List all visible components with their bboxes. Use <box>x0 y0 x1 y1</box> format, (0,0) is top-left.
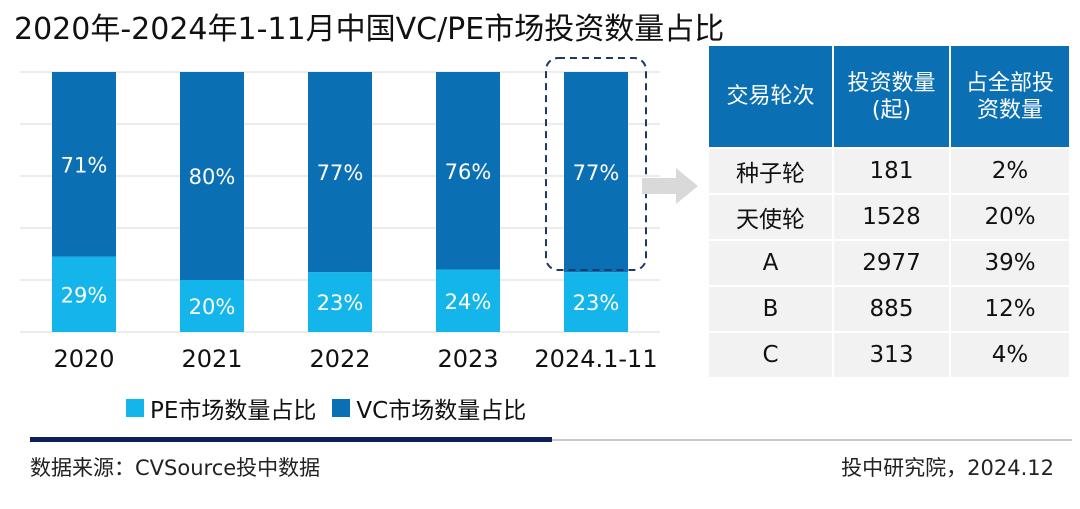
data-label-vc: 77% <box>573 161 620 185</box>
cell-round: C <box>707 331 834 379</box>
header-share-line1: 占全部投 <box>965 70 1054 96</box>
bar-pe <box>308 272 372 332</box>
bar-vc <box>564 72 628 273</box>
data-label-vc: 80% <box>189 165 236 189</box>
data-label-pe: 23% <box>573 291 620 315</box>
bar-vc <box>436 72 500 270</box>
data-label-vc: 71% <box>61 153 108 177</box>
cell-count: 181 <box>832 147 951 195</box>
header-share: 占全部投 资数量 <box>949 46 1071 148</box>
table-row: A 2977 39% <box>707 239 1071 287</box>
cell-share: 4% <box>949 331 1071 379</box>
cell-share: 12% <box>949 285 1071 333</box>
header-count-line1: 投资数量 <box>847 70 936 96</box>
bar-vc <box>180 72 244 280</box>
data-label-pe: 29% <box>61 283 108 307</box>
footer-rule-light <box>552 439 1072 441</box>
bar-pe <box>436 269 500 332</box>
cell-share: 20% <box>949 193 1071 241</box>
x-tick-label: 2020 <box>53 345 114 373</box>
data-label-vc: 76% <box>445 160 492 184</box>
cell-round: B <box>707 285 834 333</box>
data-label-vc: 77% <box>317 161 364 185</box>
x-tick-label: 2024.1-11 <box>534 345 657 373</box>
data-label-pe: 23% <box>317 291 364 315</box>
right-arrow-icon <box>642 168 698 204</box>
round-table: 交易轮次 投资数量 (起) 占全部投 资数量 种子轮 181 2% 天使轮 15… <box>707 46 1071 379</box>
source-note: 数据来源：CVSource投中数据 <box>30 456 321 480</box>
bar-vc <box>52 72 116 257</box>
bar-pe <box>564 272 628 332</box>
legend-item-pe: PE市场数量占比 <box>126 391 316 425</box>
table-row: B 885 12% <box>707 285 1071 333</box>
bar-pe <box>52 256 116 332</box>
footer-rule-dark <box>30 437 552 442</box>
stacked-bar-chart: 29%71%20%80%23%77%24%76%23%77% 2020 2021 2… <box>20 57 660 373</box>
highlight-box <box>545 57 647 271</box>
header-share-line2: 资数量 <box>976 97 1043 123</box>
table-row: 种子轮 181 2% <box>707 147 1071 195</box>
bar-vc <box>308 72 372 273</box>
legend-label-pe: PE市场数量占比 <box>150 398 317 424</box>
header-count-line2: (起) <box>871 97 912 123</box>
data-label-pe: 24% <box>445 290 492 314</box>
legend-swatch-vc <box>332 399 351 417</box>
table-row: C 313 4% <box>707 331 1071 379</box>
bars: 29% 71% 20% 80% 23% 77% 24% 76% 23% 77% <box>52 72 628 332</box>
cell-round: A <box>707 239 834 287</box>
x-axis-labels: 2020 2021 2022 2023 2024.1-11 <box>53 345 657 373</box>
credit-note: 投中研究院，2024.12 <box>841 456 1054 480</box>
x-tick-label: 2022 <box>309 345 370 373</box>
cell-share: 39% <box>949 239 1071 287</box>
cell-count: 2977 <box>832 239 951 287</box>
legend-label-vc: VC市场数量占比 <box>356 398 527 424</box>
cell-share: 2% <box>949 147 1071 195</box>
legend-swatch-pe <box>126 399 144 417</box>
cell-count: 1528 <box>832 193 951 241</box>
data-label-pe: 20% <box>189 295 236 319</box>
highlight-dashed-box <box>545 57 647 271</box>
bar-pe <box>180 280 244 332</box>
legend-item-vc: VC市场数量占比 <box>332 391 526 425</box>
cell-round: 天使轮 <box>707 193 834 241</box>
table-header-row: 交易轮次 投资数量 (起) 占全部投 资数量 <box>707 46 1071 148</box>
cell-round: 种子轮 <box>707 147 834 195</box>
legend: PE市场数量占比 VC市场数量占比 <box>126 392 542 424</box>
header-round: 交易轮次 <box>707 46 834 148</box>
x-tick-label: 2023 <box>437 345 498 373</box>
cell-count: 885 <box>832 285 951 333</box>
header-count: 投资数量 (起) <box>832 46 951 148</box>
cell-count: 313 <box>832 331 951 379</box>
table-row: 天使轮 1528 20% <box>707 193 1071 241</box>
chart-title: 2020年-2024年1-11月中国VC/PE市场投资数量占比 <box>14 12 725 47</box>
x-tick-label: 2021 <box>181 345 242 373</box>
